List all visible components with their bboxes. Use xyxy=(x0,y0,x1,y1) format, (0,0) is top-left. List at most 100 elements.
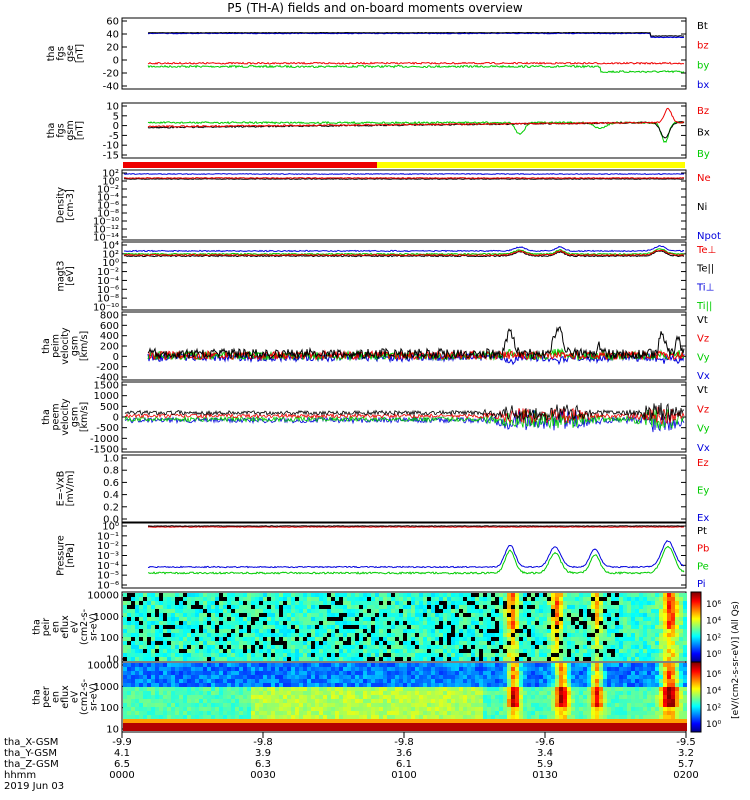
y-tick-label-peim-velocity: 200 xyxy=(100,342,119,353)
y-tick-label-density: 10² xyxy=(102,169,119,180)
y-axis-label-efield: [mV/m] xyxy=(65,471,76,507)
y-tick-label-pressure: 10⁻² xyxy=(97,541,119,552)
colorbar-peer-tick: 10⁶ xyxy=(706,670,721,680)
series-Ne xyxy=(123,176,685,180)
y-tick-label-efield: 0.2 xyxy=(103,502,119,513)
y-axis-label-peem-velocity: tha xyxy=(41,409,52,425)
ephemeris-value: 6.1 xyxy=(396,759,412,770)
legend-density-ni: Ni xyxy=(697,202,707,213)
mode-bar-fast xyxy=(377,162,685,168)
y-axis-label-density: Density xyxy=(55,187,66,223)
ephemeris-row-label: tha_X-GSM xyxy=(4,737,58,748)
y-tick-label-peer-eflux: 10 xyxy=(106,725,119,736)
colorbar-peir-tick: 10⁴ xyxy=(706,617,721,627)
y-tick-label-density: 10⁻¹² xyxy=(93,225,119,236)
ephemeris-value: 3.2 xyxy=(678,748,694,759)
y-axis-label-peer-eflux: eV xyxy=(70,690,81,703)
ephemeris-value: 4.1 xyxy=(114,748,130,759)
y-tick-label-fgs-gse: 60 xyxy=(106,17,119,28)
y-tick-label-pressure: 10⁻⁵ xyxy=(97,571,119,582)
y-tick-label-efield: 1.0 xyxy=(103,454,119,465)
legend-fgs-gsm-bz: Bz xyxy=(697,106,709,117)
legend-pressure-pt: Pt xyxy=(697,526,707,537)
y-axis-label-peer-eflux: (cm2-s- xyxy=(79,679,90,715)
ephemeris-value: -9.5 xyxy=(676,737,696,748)
x-tick-label: 0100 xyxy=(391,770,416,781)
y-tick-label-peem-velocity: -1500 xyxy=(90,445,119,456)
y-tick-label-peim-velocity: -200 xyxy=(96,362,119,373)
ephemeris-value: 6.5 xyxy=(114,759,130,770)
legend-pressure-pi: Pi xyxy=(697,579,706,590)
y-axis-label-peim-velocity: tha xyxy=(41,338,52,354)
y-tick-label-peer-eflux: 1000 xyxy=(94,682,119,693)
y-axis-label-efield: E=-VxB xyxy=(55,471,66,506)
y-axis-label-magt3: [eV] xyxy=(65,266,76,286)
series-Te-par xyxy=(123,249,685,258)
legend-pressure-pe: Pe xyxy=(697,561,709,572)
y-tick-label-peem-velocity: 1500 xyxy=(94,381,119,392)
series-Vz-peem xyxy=(124,406,685,425)
y-tick-label-fgs-gse: -40 xyxy=(103,82,119,93)
y-tick-label-efield: 0.8 xyxy=(103,466,119,477)
series-Npot xyxy=(123,172,684,176)
y-axis-label-magt3: magt3 xyxy=(55,261,66,292)
ephemeris-row-label: tha_Z-GSM xyxy=(4,759,59,770)
y-axis-label-fgs-gse: fgs xyxy=(55,46,66,60)
y-axis-label-fgs-gsm: fgs xyxy=(55,123,66,137)
ephemeris-value: -9.8 xyxy=(394,737,414,748)
legend-fgs-gse-bz: bz xyxy=(697,41,709,52)
y-tick-label-peir-eflux: 1000 xyxy=(94,612,119,623)
ephemeris-row-label: tha_Y-GSM xyxy=(4,748,57,759)
series-Vt-peem xyxy=(124,402,685,421)
y-tick-label-pressure: 10⁰ xyxy=(102,522,119,533)
mode-bar-slow xyxy=(123,162,377,168)
y-axis-label-fgs-gsm: tha xyxy=(46,123,57,139)
colorbar-peer-tick: 10⁴ xyxy=(706,687,721,697)
legend-magt3-ti⊥: Ti⊥ xyxy=(696,282,714,293)
y-axis-label-peem-velocity: [km/s] xyxy=(79,402,90,432)
ephemeris-value: 5.7 xyxy=(678,759,694,770)
panel-frame-density xyxy=(121,169,687,241)
legend-peem-velocity-vx: Vx xyxy=(697,443,710,454)
y-tick-label-peem-velocity: 0 xyxy=(113,413,119,424)
legend-magt3-te⊥: Te⊥ xyxy=(696,245,716,256)
y-tick-label-peer-eflux: 100 xyxy=(100,703,119,714)
y-axis-label-peim-velocity: velocity xyxy=(60,327,71,365)
x-tick-label: 0130 xyxy=(532,770,557,781)
y-tick-label-peim-velocity: 400 xyxy=(100,331,119,342)
y-tick-label-pressure: 10⁻⁴ xyxy=(97,561,119,572)
y-tick-label-magt3: 10⁴ xyxy=(102,241,119,252)
colorbar-peer-frame xyxy=(690,661,702,733)
colorbar-peir xyxy=(691,592,701,663)
ephemeris-value: -9.6 xyxy=(535,737,555,748)
y-tick-label-peim-velocity: 600 xyxy=(100,321,119,332)
y-tick-label-fgs-gsm: -10 xyxy=(103,141,119,152)
legend-magt3-te||: Te|| xyxy=(696,264,714,275)
y-tick-label-fgs-gsm: 10 xyxy=(106,102,119,113)
y-axis-label-pressure: [nPa] xyxy=(65,543,76,568)
legend-peim-velocity-vy: Vy xyxy=(697,352,710,363)
y-tick-label-magt3: 10⁻¹⁰ xyxy=(93,303,119,314)
y-tick-label-magt3: 10⁰ xyxy=(102,258,119,269)
y-axis-label-peem-velocity: velocity xyxy=(60,398,71,436)
y-tick-label-peem-velocity: 1000 xyxy=(94,391,119,402)
y-axis-label-pressure: Pressure xyxy=(55,535,66,576)
y-tick-label-density: 10⁻¹⁴ xyxy=(93,233,119,244)
y-tick-label-pressure: 10⁻¹ xyxy=(97,531,119,542)
legend-magt3-ti||: Ti|| xyxy=(696,301,712,312)
y-tick-label-density: 10⁻¹⁰ xyxy=(93,217,119,228)
y-tick-label-fgs-gsm: -5 xyxy=(109,131,119,142)
y-axis-label-fgs-gsm: [nT] xyxy=(74,121,85,140)
colorbar-peir-tick: 10⁶ xyxy=(706,600,721,610)
y-tick-label-fgs-gsm: 5 xyxy=(113,111,119,122)
series-bt xyxy=(147,31,685,37)
legend-fgs-gsm-bx: Bx xyxy=(697,128,710,139)
y-axis-label-fgs-gse: tha xyxy=(46,46,57,62)
y-tick-label-peim-velocity: 0 xyxy=(113,352,119,363)
colorbar-peer-tick: 10⁰ xyxy=(706,720,721,730)
series-Pe xyxy=(147,545,685,575)
series-bz xyxy=(147,61,685,65)
ephemeris-value: 5.9 xyxy=(537,759,553,770)
y-tick-label-density: 10⁻⁶ xyxy=(97,201,119,212)
panel-frame-efield xyxy=(121,454,687,523)
